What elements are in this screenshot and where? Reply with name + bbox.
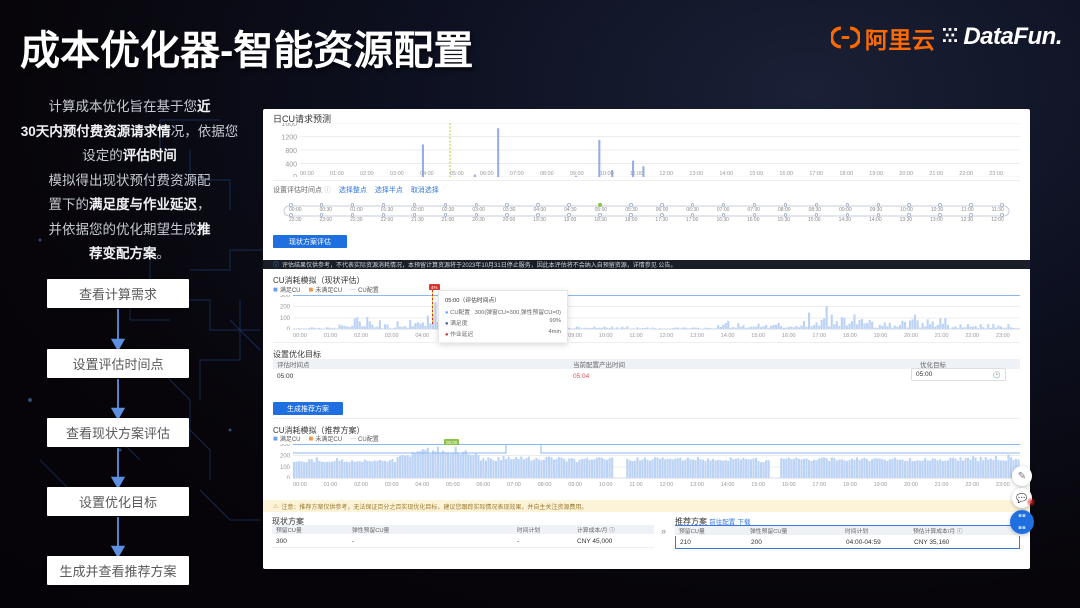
svg-text:100: 100 bbox=[280, 465, 291, 471]
svg-text:400: 400 bbox=[285, 162, 297, 169]
svg-text:100: 100 bbox=[280, 316, 291, 322]
svg-text:200: 200 bbox=[280, 454, 291, 460]
svg-text:200: 200 bbox=[280, 305, 291, 311]
svg-text:0: 0 bbox=[287, 327, 291, 330]
svg-text:800: 800 bbox=[285, 148, 297, 155]
svg-text:300: 300 bbox=[280, 444, 291, 448]
svg-text:1200: 1200 bbox=[281, 135, 297, 142]
svg-text:0: 0 bbox=[293, 174, 297, 177]
svg-text:0: 0 bbox=[287, 476, 291, 479]
svg-text:300: 300 bbox=[280, 295, 291, 299]
svg-text:1600: 1600 bbox=[281, 123, 297, 128]
